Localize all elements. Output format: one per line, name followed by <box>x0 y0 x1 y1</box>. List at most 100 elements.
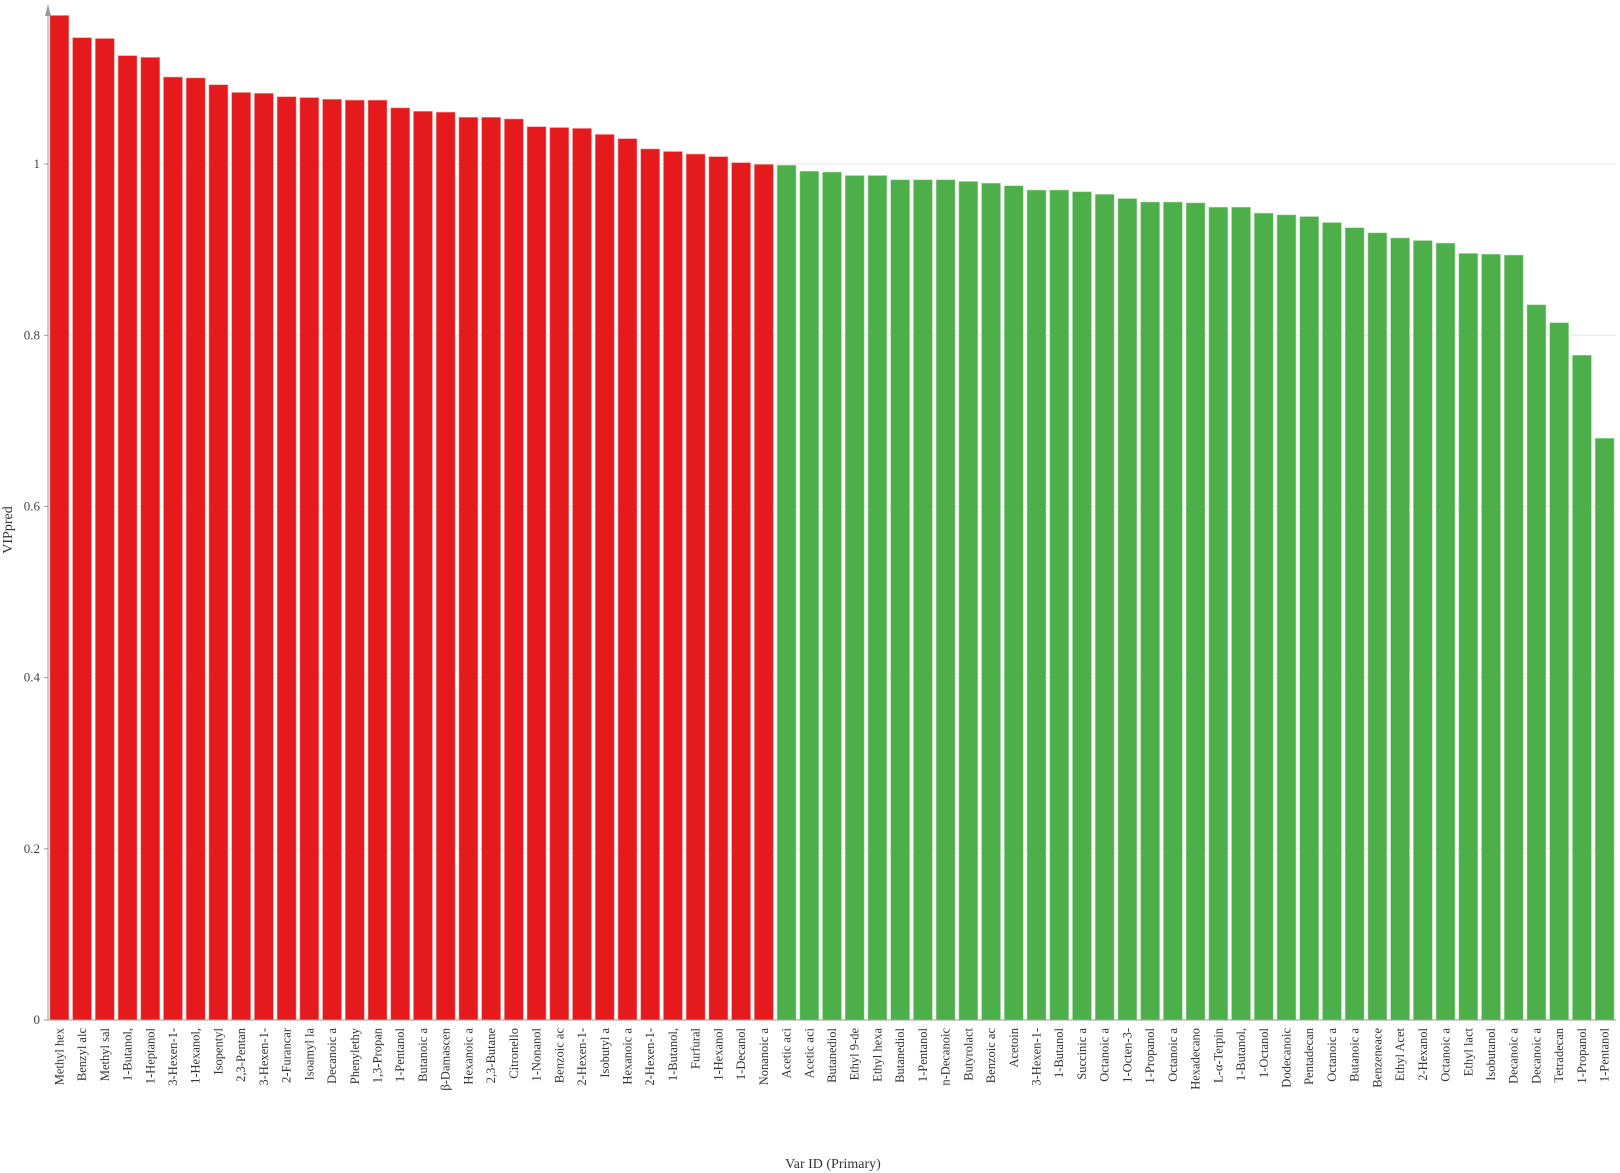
y-tick-label: 1 <box>34 156 41 171</box>
bar <box>867 174 888 1021</box>
bar <box>458 116 479 1021</box>
x-tick-label: Decanoic a <box>325 1028 339 1084</box>
x-tick-label: Benzoic ac <box>552 1028 566 1084</box>
bar <box>1253 212 1275 1021</box>
x-tick-label: 3-Hexen-1- <box>166 1028 180 1086</box>
bar <box>253 92 275 1021</box>
bar <box>389 106 411 1021</box>
bar <box>1480 253 1502 1021</box>
bar <box>298 96 320 1021</box>
bar <box>912 178 934 1021</box>
bar <box>94 37 116 1021</box>
bar <box>208 83 229 1021</box>
x-tick-label: 1-Butanol <box>1052 1027 1066 1078</box>
y-axis-arrow <box>45 4 51 16</box>
x-tick-label: Butanoic a <box>1348 1028 1362 1082</box>
x-tick-label: 3-Hexen-1- <box>1030 1028 1044 1086</box>
x-tick-label: Methyl sal <box>98 1027 112 1081</box>
bar <box>435 111 457 1021</box>
x-tick-label: 2,3-Butane <box>484 1028 498 1084</box>
x-tick-label: Octanoic a <box>1166 1028 1180 1082</box>
x-axis-title: Var ID (Primary) <box>785 1157 881 1172</box>
bar <box>1026 189 1047 1021</box>
bar <box>367 99 388 1021</box>
x-tick-label: 1-Decanol <box>734 1027 748 1080</box>
x-tick-label: Decanoic a <box>1529 1028 1543 1084</box>
x-tick-label: β-Damascen <box>439 1027 453 1090</box>
bar <box>503 118 525 1021</box>
x-tick-label: Isobutanol <box>1484 1027 1498 1080</box>
bar <box>1548 321 1570 1021</box>
bar <box>1162 201 1184 1021</box>
axes <box>44 4 1616 1021</box>
x-tick-label: 2,3-Pentan <box>234 1027 248 1082</box>
bar <box>1412 239 1434 1021</box>
x-tick-label: Furfural <box>689 1027 703 1068</box>
bar <box>526 125 547 1021</box>
x-tick-label: Benzyl alc <box>75 1028 89 1082</box>
x-tick-label: 2-Hexen-1- <box>643 1028 657 1086</box>
bar <box>844 174 866 1021</box>
bar <box>48 14 70 1021</box>
bar <box>1389 237 1411 1021</box>
bar <box>1298 215 1320 1021</box>
x-tick-label: Hexadecano <box>1189 1028 1203 1090</box>
bar <box>1526 303 1547 1021</box>
y-tick-label: 0.6 <box>24 498 41 513</box>
x-tick-label: Benzeneace <box>1370 1028 1384 1088</box>
x-tick-label: 1-Pentanol <box>393 1027 407 1082</box>
x-tick-label: 1-Butanol, <box>666 1028 680 1081</box>
x-tick-label: Acetic aci <box>802 1027 816 1078</box>
x-tick-label: Decanoic a <box>1507 1028 1521 1084</box>
bar <box>935 178 956 1021</box>
bar <box>230 91 252 1021</box>
x-tick-label: Butanediol <box>893 1027 907 1082</box>
bar <box>639 148 661 1021</box>
x-tick-label: 1-Octanol <box>1257 1027 1271 1078</box>
bar <box>957 180 979 1021</box>
bar <box>1048 189 1070 1021</box>
x-tick-label: Nonanoic a <box>757 1028 771 1086</box>
bar <box>1185 201 1206 1021</box>
x-tick-label: n-Decanoic <box>939 1028 953 1086</box>
bar <box>1435 242 1456 1021</box>
x-tick-label: 1-Pentanol <box>916 1027 930 1082</box>
x-tick-labels: Methyl hex Benzyl alc Methyl sal 1-Butanol,… <box>52 1027 1611 1090</box>
bars <box>48 14 1616 1021</box>
bar <box>548 126 570 1021</box>
x-tick-label: 1-Propanol <box>1143 1027 1157 1083</box>
y-tick-label: 0 <box>34 1012 41 1027</box>
bar <box>753 163 775 1021</box>
x-tick-label: Tetradecan <box>1552 1027 1566 1082</box>
y-tick-label: 0.8 <box>24 327 40 342</box>
x-tick-label: 1-Hexanol, <box>189 1028 203 1084</box>
x-tick-label: Butanediol <box>825 1027 839 1082</box>
x-tick-label: Phenylethy <box>348 1027 362 1084</box>
bar <box>708 155 729 1021</box>
bar <box>889 178 911 1021</box>
bar <box>139 56 161 1021</box>
bar <box>344 99 366 1021</box>
x-tick-label: L-α-Terpin <box>1211 1027 1225 1083</box>
bar <box>1503 254 1525 1021</box>
bar <box>480 116 502 1021</box>
bar <box>1276 213 1297 1021</box>
x-tick-label: Hexanoic a <box>620 1028 634 1085</box>
x-tick-label: Dodecanoic <box>1279 1028 1293 1088</box>
bar <box>1071 190 1093 1021</box>
y-tick-label: 0.2 <box>24 841 40 856</box>
x-tick-label: Succinic a <box>1075 1028 1089 1080</box>
bar <box>685 153 707 1021</box>
x-tick-label: 2-Hexen-1- <box>575 1028 589 1086</box>
x-tick-label: Ethyl Acet <box>1393 1027 1407 1081</box>
bar <box>821 171 843 1021</box>
x-tick-label: Pentadecan <box>1302 1027 1316 1085</box>
x-tick-label: 1-Octen-3- <box>1120 1028 1134 1083</box>
bar <box>1571 354 1593 1021</box>
x-tick-label: 1-Butanol, <box>121 1028 135 1081</box>
bar <box>730 161 752 1021</box>
bar <box>1321 221 1343 1021</box>
x-tick-label: 2-Furancar <box>280 1027 294 1083</box>
x-tick-label: Ethyl lact <box>1461 1027 1475 1076</box>
